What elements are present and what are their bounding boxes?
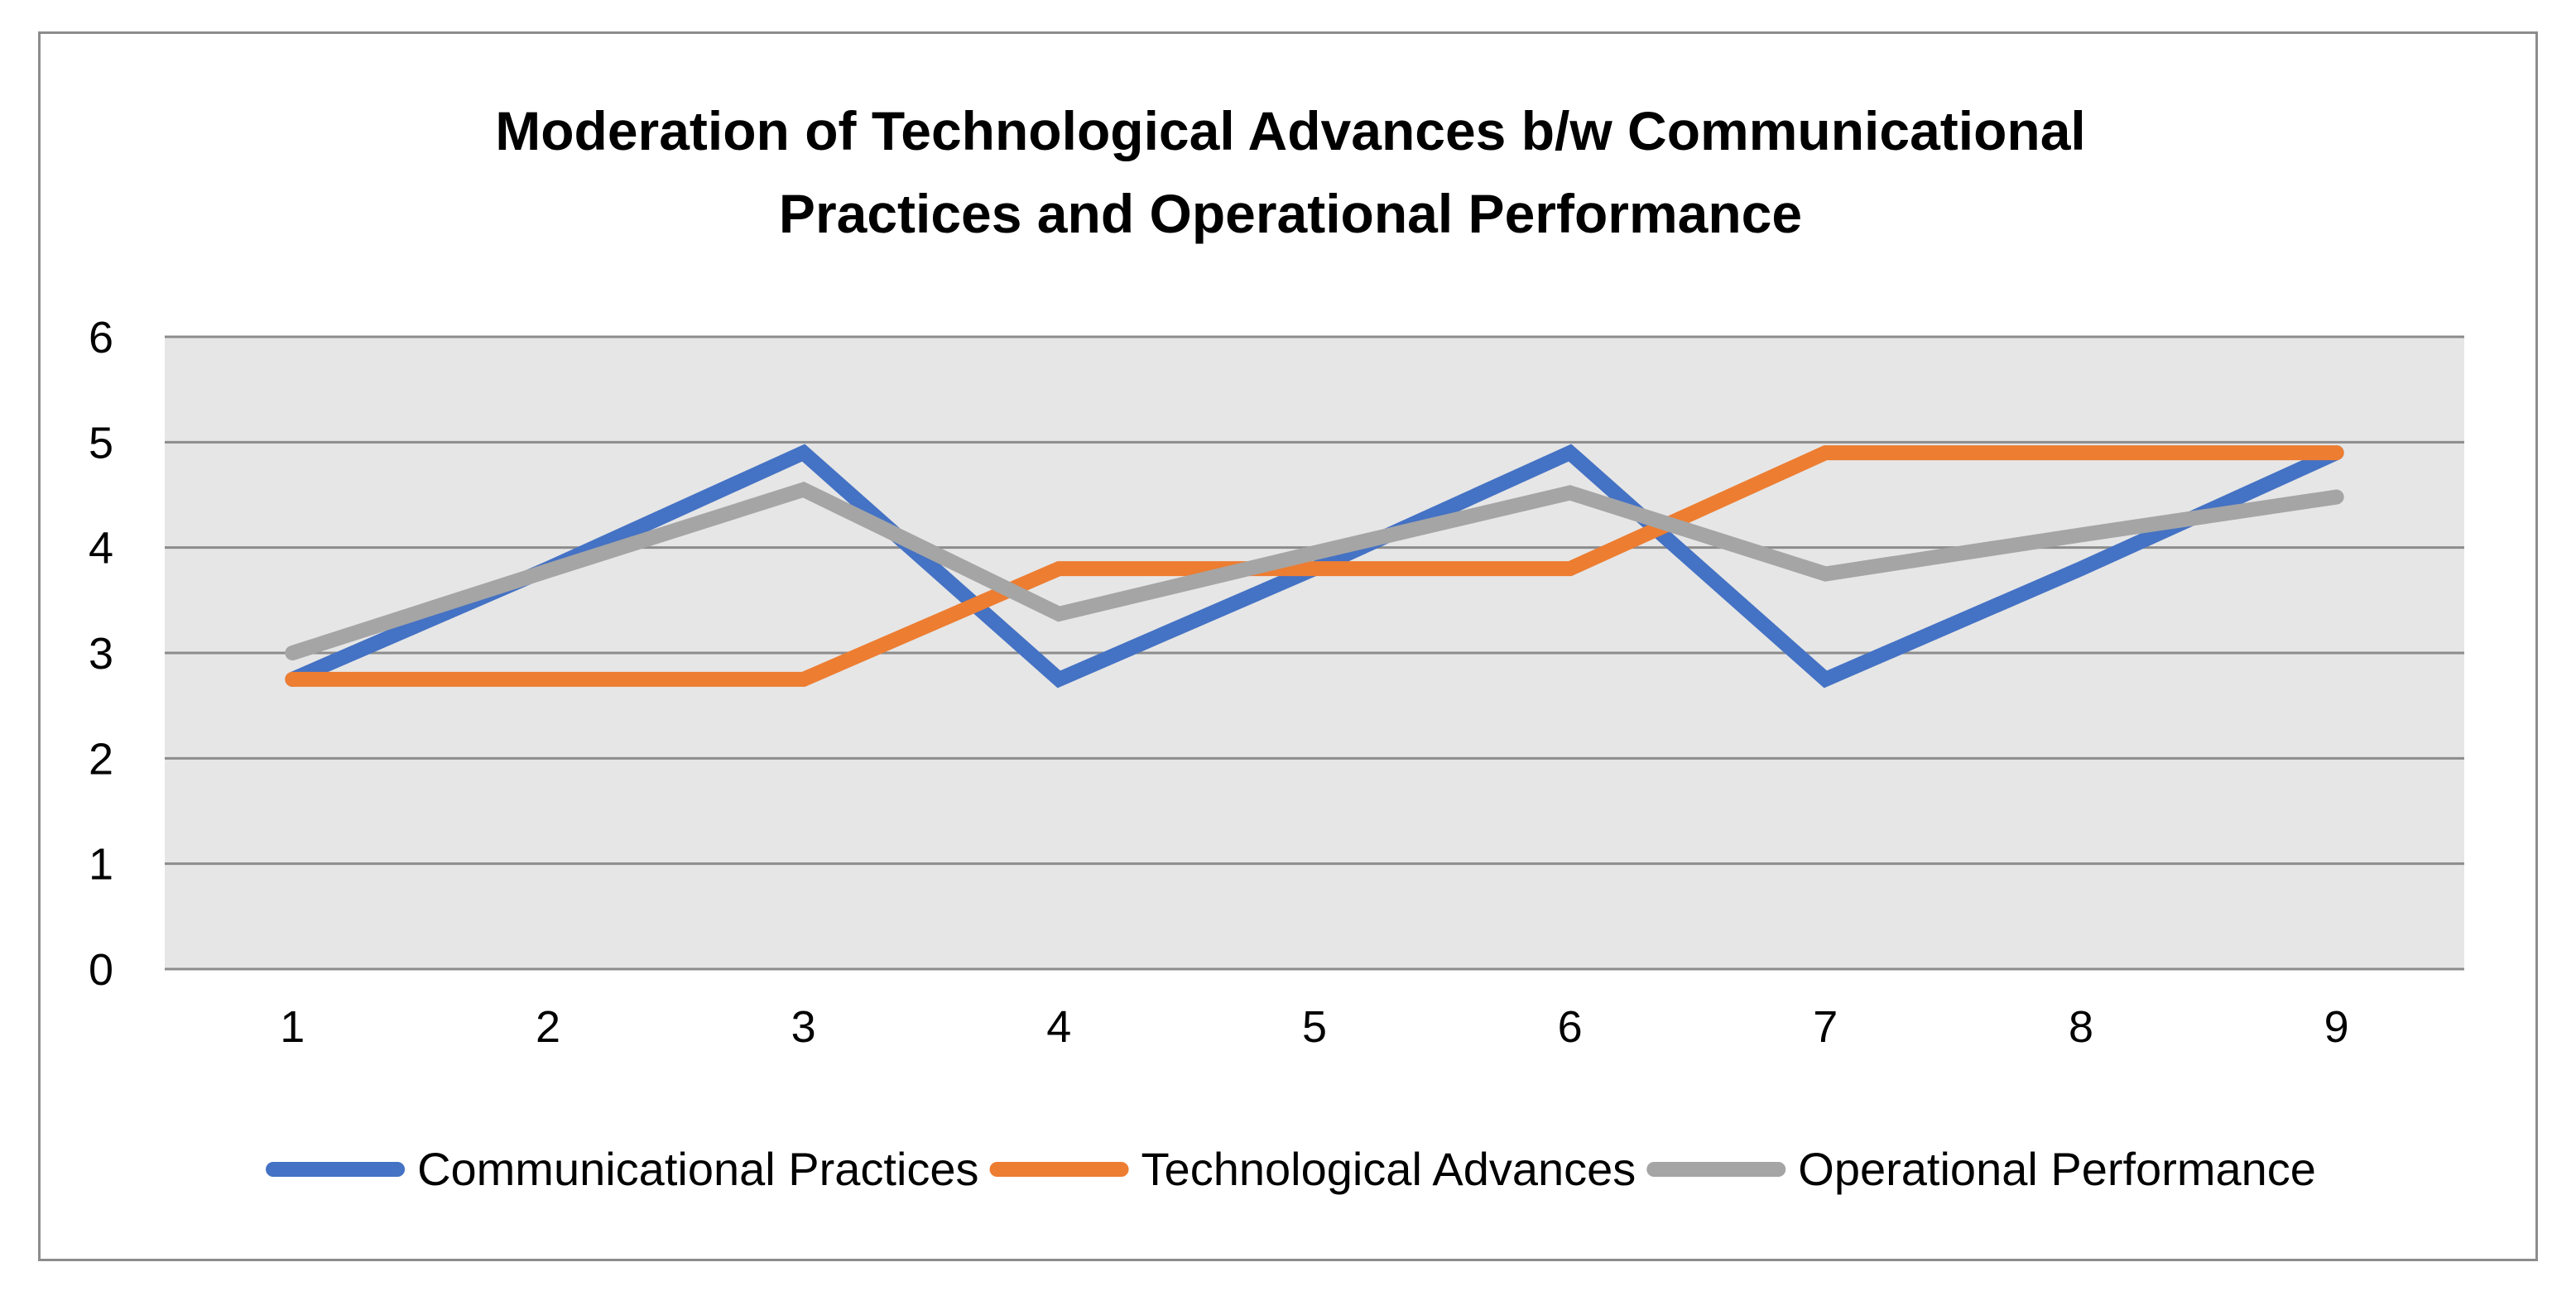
data-point (1824, 678, 1827, 680)
data-point (802, 678, 805, 680)
y-tick-label: 4 (89, 524, 113, 574)
y-tick-label: 3 (89, 629, 113, 679)
data-point (1569, 568, 1571, 570)
data-point (802, 452, 805, 454)
data-point (1058, 612, 1060, 615)
chart-title-line-1: Moderation of Technological Advances b/w… (495, 100, 2086, 161)
data-point (2335, 452, 2338, 454)
data-point (291, 678, 294, 680)
legend-label: Operational Performance (1798, 1143, 2316, 1195)
data-point (1314, 568, 1315, 570)
y-tick-label: 5 (89, 418, 113, 468)
data-point (291, 652, 294, 654)
legend-label: Technological Advances (1141, 1143, 1636, 1195)
data-point (2080, 452, 2082, 454)
chart-title-line-2: Practices and Operational Performance (779, 183, 1802, 244)
legend-label: Communicational Practices (417, 1143, 978, 1195)
data-point (547, 569, 549, 572)
y-tick-label: 0 (89, 945, 113, 995)
chart-svg: Moderation of Technological Advances b/w… (89, 100, 2464, 1195)
x-tick-label: 8 (2069, 1002, 2093, 1052)
series-lines (285, 444, 2344, 689)
x-tick-label: 3 (791, 1002, 816, 1052)
x-axis-ticks: 1 2 3 4 5 6 7 8 9 (280, 1002, 2348, 1052)
data-point (1569, 452, 1571, 454)
data-point (2080, 534, 2082, 536)
data-point (1058, 568, 1060, 570)
data-point (2335, 496, 2338, 498)
x-tick-label: 9 (2324, 1002, 2349, 1052)
data-point (802, 488, 805, 491)
data-point (2080, 568, 2082, 570)
data-point (1824, 452, 1827, 454)
x-tick-label: 7 (1813, 1002, 1838, 1052)
data-point (1314, 552, 1315, 554)
y-axis-ticks: 0 1 2 3 4 5 6 (89, 313, 113, 995)
legend: Communicational Practices Technological A… (266, 1143, 2316, 1195)
data-point (1058, 678, 1060, 680)
chart-frame: Moderation of Technological Advances b/w… (38, 31, 2538, 1261)
y-tick-label: 6 (89, 313, 113, 362)
gridlines (165, 335, 2464, 971)
x-tick-label: 2 (536, 1002, 560, 1052)
data-point (547, 678, 549, 680)
x-tick-label: 5 (1302, 1002, 1327, 1052)
y-tick-label: 1 (89, 840, 113, 890)
y-tick-label: 2 (89, 734, 113, 784)
x-tick-label: 1 (280, 1002, 305, 1052)
x-tick-label: 6 (1558, 1002, 1583, 1052)
x-tick-label: 4 (1046, 1002, 1071, 1052)
data-point (1569, 492, 1571, 494)
data-point (1824, 573, 1827, 575)
chart-title: Moderation of Technological Advances b/w… (495, 100, 2086, 244)
